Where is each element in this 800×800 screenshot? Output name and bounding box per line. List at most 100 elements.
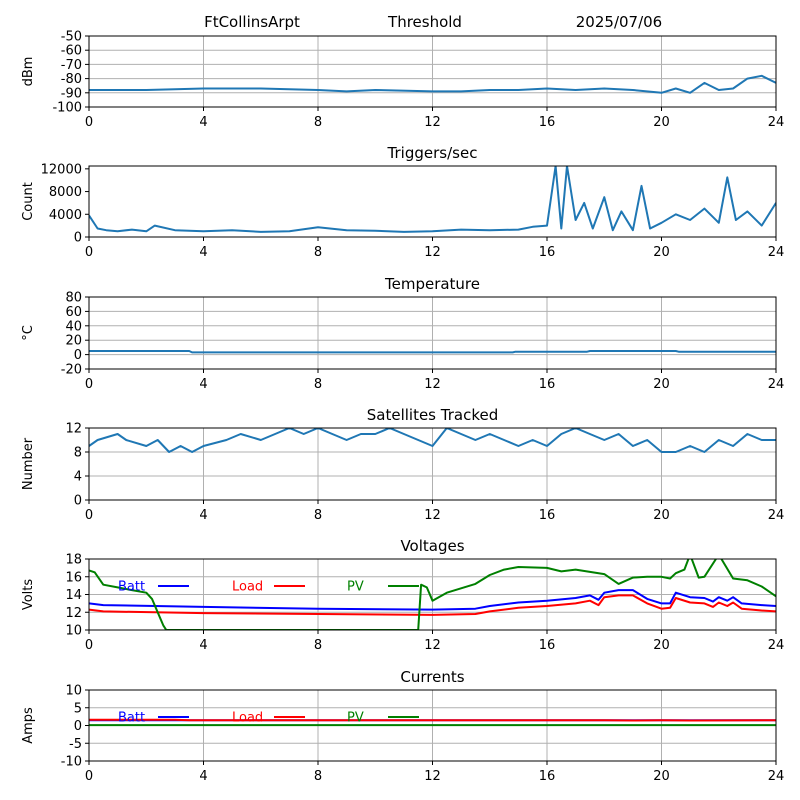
x-tick-label: 12 [424,377,441,392]
station-name: FtCollinsArpt [204,13,300,31]
y-tick-label: 12 [65,606,82,621]
panel-title: Temperature [384,275,480,293]
y-tick-label: 10 [65,684,82,699]
x-tick-label: 20 [653,245,670,260]
y-tick-label: -60 [61,44,82,59]
panel-1: 0 4 8 12 16 20 24 -100-90-80-70-60-50 dBm [21,30,784,131]
panel-5: 0 4 8 12 16 20 24 10 12 14 16 18 Voltages Volts Batt Lo… [21,537,784,653]
legend-label-load: Load [232,711,263,726]
legend-label-pv: PV [347,711,364,726]
legend-label-batt: Batt [118,711,145,726]
series-line-batt [89,589,776,611]
panel-title: Voltages [400,537,464,555]
x-tick-label: 0 [85,508,93,523]
y-tick-label: 0 [74,494,82,509]
legend-label-load: Load [232,580,263,595]
series-line-load [89,718,776,722]
x-tick-label: 4 [199,508,207,523]
x-tick-label: 16 [539,115,556,130]
y-tick-label: -100 [52,101,82,116]
y-axis-label: Amps [21,707,36,744]
x-tick-label: 24 [768,115,785,130]
x-tick-label: 16 [539,508,556,523]
series-line-1 [89,428,776,453]
x-tick-label: 24 [768,377,785,392]
x-tick-label: 24 [768,638,785,653]
y-tick-label: 0 [74,719,82,734]
y-axis-label: Count [21,182,36,221]
x-tick-label: 4 [199,638,207,653]
x-tick-label: 0 [85,638,93,653]
y-tick-label: 14 [65,588,82,603]
x-tick-label: 12 [424,638,441,653]
x-tick-label: 4 [199,245,207,260]
x-tick-label: 0 [85,245,93,260]
x-tick-label: 16 [539,638,556,653]
x-tick-label: 12 [424,769,441,784]
x-tick-label: 24 [768,508,785,523]
x-tick-label: 24 [768,769,785,784]
y-tick-label: 0 [74,348,82,363]
x-tick-label: 20 [653,769,670,784]
y-tick-label: 8000 [49,185,82,200]
x-tick-label: 4 [199,115,207,130]
x-tick-label: 0 [85,769,93,784]
x-tick-label: 20 [653,508,670,523]
y-tick-label: 16 [65,570,82,585]
y-axis-label: Volts [21,579,36,611]
series-line-1 [89,350,776,354]
x-tick-label: 8 [314,115,322,130]
y-tick-label: 12000 [41,162,82,177]
y-tick-label: 20 [65,334,82,349]
series-line-1 [89,74,776,94]
series-line-load [89,594,776,616]
x-tick-label: 20 [653,377,670,392]
y-tick-label: -70 [61,58,82,73]
trigger-mode: Threshold [387,13,462,31]
y-axis-label: Number [21,437,36,490]
legend-label-batt: Batt [118,580,145,595]
x-tick-label: 0 [85,115,93,130]
y-tick-label: 60 [65,305,82,320]
x-tick-label: 12 [424,115,441,130]
y-tick-label: 12 [65,422,82,437]
x-tick-label: 24 [768,245,785,260]
y-axis-label: °C [21,325,36,341]
panel-title: Triggers/sec [387,144,478,162]
y-tick-label: -80 [61,72,82,87]
record-date: 2025/07/06 [576,13,662,31]
legend-label-pv: PV [347,580,364,595]
x-tick-label: 20 [653,638,670,653]
y-tick-label: 18 [65,553,82,568]
x-tick-label: 4 [199,377,207,392]
series-line-pv [89,559,776,630]
y-tick-label: 5 [74,701,82,716]
x-tick-label: 16 [539,245,556,260]
x-tick-label: 20 [653,115,670,130]
y-tick-label: 4000 [49,208,82,223]
y-tick-label: 40 [65,319,82,334]
y-tick-label: 80 [65,291,82,306]
y-tick-label: -10 [61,755,82,770]
x-tick-label: 12 [424,245,441,260]
x-tick-label: 16 [539,769,556,784]
y-tick-label: -20 [61,363,82,378]
y-tick-label: 10 [65,624,82,639]
x-tick-label: 8 [314,377,322,392]
panel-title: Satellites Tracked [367,406,498,424]
x-tick-label: 8 [314,769,322,784]
y-tick-label: 0 [74,231,82,246]
x-tick-label: 16 [539,377,556,392]
series-line-1 [89,166,776,233]
panel-6: 0 4 8 12 16 20 24 -10 -5 0 5 10 Currents Amps Batt Load… [21,668,784,784]
x-tick-label: 8 [314,508,322,523]
x-tick-label: 0 [85,377,93,392]
panel-2: 0 4 8 12 16 20 24 0 4000 8000 12000 Triggers/sec Cou… [21,144,784,260]
y-tick-label: -5 [69,737,82,752]
x-tick-label: 8 [314,245,322,260]
plot-frame [88,165,777,238]
panel-4: 0 4 8 12 16 20 24 0 4 8 12 Satellites Tracked Number [21,406,784,523]
